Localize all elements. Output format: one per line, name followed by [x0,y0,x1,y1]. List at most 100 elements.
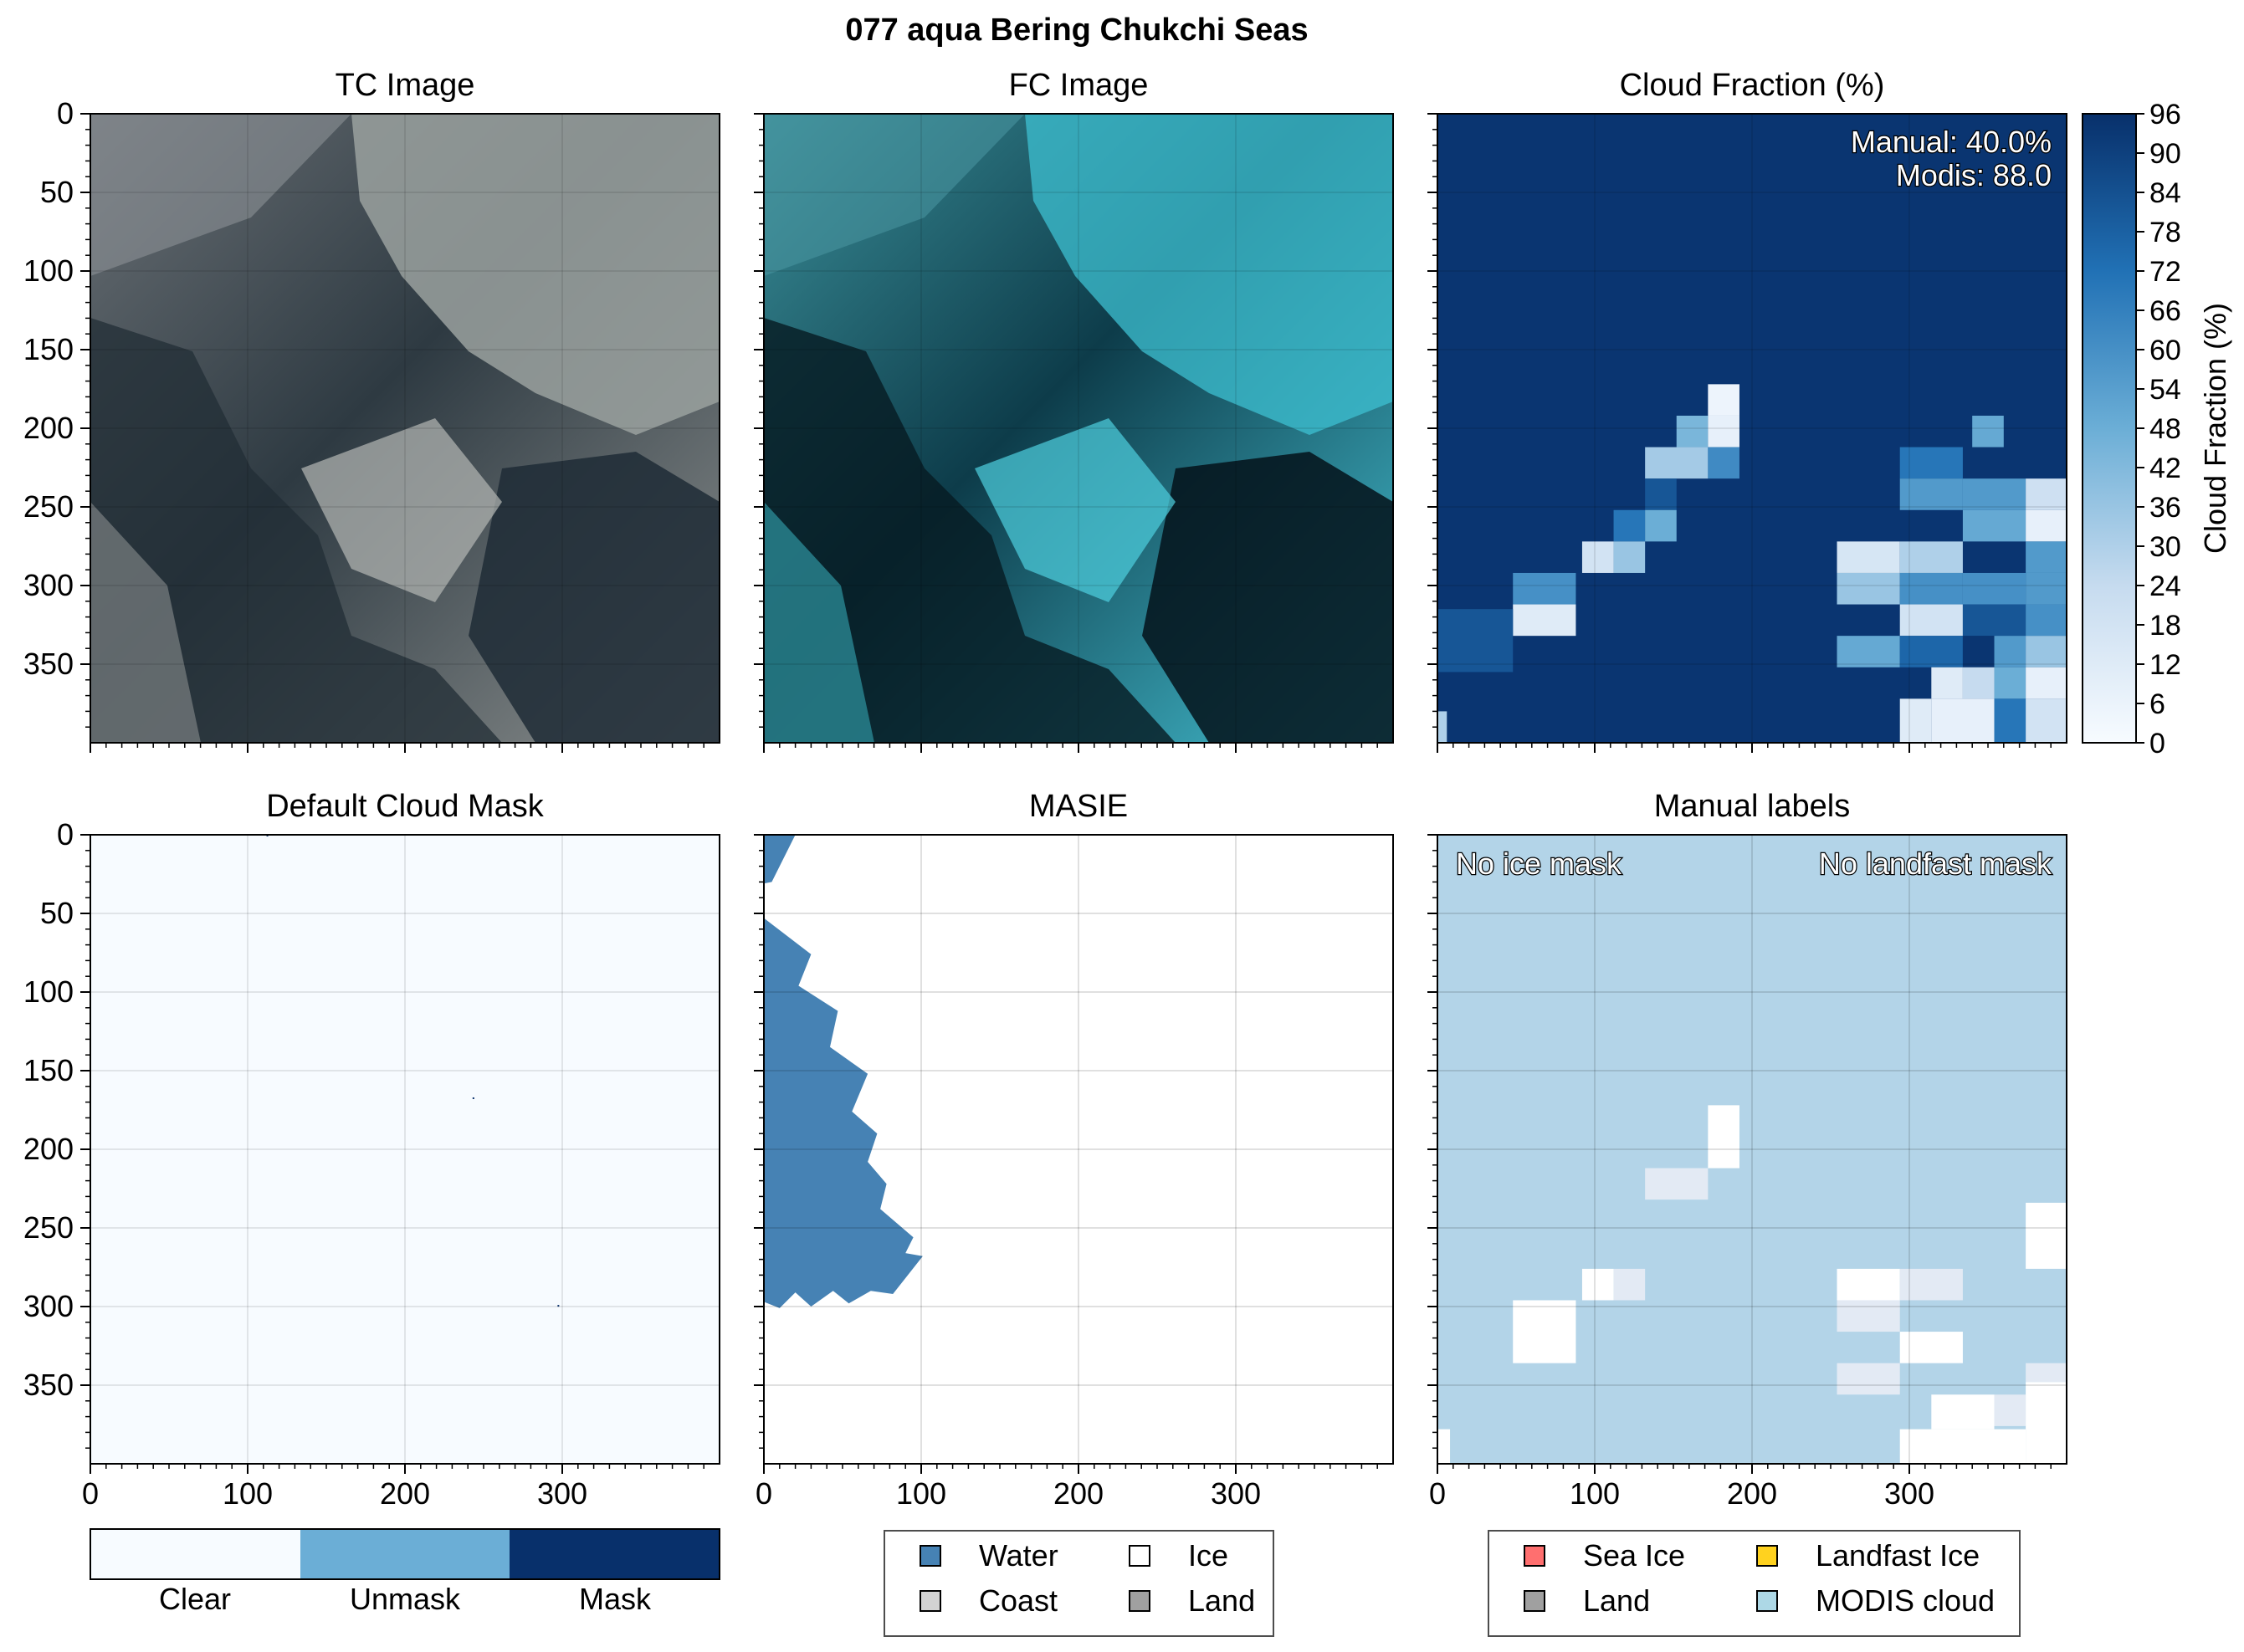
no-landfast-mask-note: No landfast mask [1819,846,2052,881]
manual-label-cell [2026,1382,2067,1464]
x-tick-label: 0 [1429,1476,1446,1511]
x-tick-label: 100 [1570,1476,1620,1511]
cloud-fraction-cell [1972,415,2004,448]
figure-title: 077 aqua Bering Chukchi Seas [845,13,1308,48]
x-tick-label: 200 [1053,1476,1104,1511]
clear-category-label: Clear [159,1582,231,1616]
x-tick-label: 100 [896,1476,946,1511]
cloud-fraction-cell [1899,604,1963,637]
water-legend-label: Water [979,1538,1058,1573]
x-tick-label: 300 [1884,1476,1934,1511]
tc-image [90,114,720,743]
colorbar-tick-label: 12 [2149,649,2181,681]
cloud-fraction-cell [1676,415,1709,448]
water-legend-swatch [920,1545,941,1567]
colorbar-tick-label: 54 [2149,374,2181,406]
cloud-fraction-cell [1899,447,1963,479]
manual-label-cell [1581,1268,1614,1301]
colorbar-tick-label: 0 [2149,728,2165,760]
colorbar-tick-label: 72 [2149,256,2181,288]
y-tick-label: 200 [23,411,74,445]
cloud-mask-category-bar [90,1528,720,1580]
manual-labels-panel-title: Manual labels [1654,789,1850,824]
y-tick-label: 300 [23,568,74,602]
masie-water-region [764,835,796,884]
y-tick-label: 300 [23,1289,74,1323]
colorbar-tick-label: 36 [2149,492,2181,524]
landfast-ice-legend-label: Landfast Ice [1816,1538,1980,1573]
y-tick-label: 0 [57,96,74,130]
cloud-fraction-cell [1437,711,1447,743]
coast-legend-label: Coast [979,1583,1058,1618]
cloud-fraction-cell [1899,636,1963,667]
y-tick-label: 150 [23,1053,74,1087]
cloud-fraction-cell [1837,541,1900,573]
cloud-fraction-panel-title: Cloud Fraction (%) [1620,68,1885,103]
masie-legend: Water Ice Coast Land [884,1530,1274,1637]
manual-label-cell [1613,1268,1646,1301]
manual-label-cell [2026,1202,2067,1269]
manual-labels-legend: Sea Ice Landfast Ice Land MODIS cloud [1488,1530,2021,1637]
x-tick-label: 100 [223,1476,273,1511]
cloud-mask-speck [557,1305,560,1307]
cloud-fraction-cell [1708,384,1739,416]
mask-category-swatch [510,1529,720,1579]
manual-cloud-fraction-annotation: Manual: 40.0% [1851,125,2052,159]
cloud-fraction-cell [1931,667,1963,699]
colorbar-tick-label: 60 [2149,335,2181,366]
masie-map [764,835,1393,1464]
cloud-fraction-cell [1994,698,2026,743]
manual-label-cell [1994,1394,2026,1426]
y-tick-label: 150 [23,332,74,366]
cloud-fraction-cell [1899,698,1932,743]
y-tick-label: 0 [57,817,74,852]
colorbar-tick-label: 84 [2149,177,2181,209]
masie-panel-title: MASIE [1029,789,1128,824]
cloud-fraction-cell [1645,509,1677,542]
cloud-fraction-cell [1962,667,1995,699]
y-tick-label: 100 [23,253,74,288]
modis-cloud-legend-label: MODIS cloud [1816,1583,1995,1618]
colorbar-tick-label: 30 [2149,531,2181,563]
cloud-fraction-cell [2026,698,2067,743]
landfast-ice-legend-swatch [1756,1545,1778,1567]
manual-label-cell [1708,1105,1739,1169]
cloud-fraction-cell [1645,478,1677,510]
cloud-fraction-cell [1962,478,2026,510]
clear-category-swatch [90,1529,300,1579]
ice-legend-swatch [1129,1545,1150,1567]
y-tick-label: 350 [23,1368,74,1402]
cloud-fraction-cell [1899,478,1963,510]
colorbar-tick-label: 42 [2149,453,2181,484]
cloud-fraction-cell [1962,604,2026,637]
cloud-fraction-cell [1708,447,1739,479]
y-tick-label: 200 [23,1132,74,1166]
manual-label-cell [1837,1300,1900,1332]
cloud-fraction-cell [1513,604,1576,637]
fc-panel-title: FC Image [1009,68,1149,103]
y-tick-label: 250 [23,1210,74,1245]
sea-ice-legend-swatch [1524,1545,1545,1567]
modis-cloud-legend-swatch [1756,1590,1778,1612]
manual-label-cell [1837,1268,1900,1301]
land-legend-swatch [1129,1590,1150,1612]
manual-label-cell [1899,1268,1963,1301]
x-tick-label: 200 [1727,1476,1777,1511]
cloud-fraction-cell [2026,636,2067,667]
mask-category-label: Mask [579,1582,652,1616]
colorbar-tick-label: 90 [2149,138,2181,170]
masie-water-region [764,918,923,1308]
unmask-category-label: Unmask [350,1582,461,1616]
manual-labels-map [1437,835,2067,1464]
x-tick-label: 0 [82,1476,99,1511]
cloud-fraction-cell [1613,541,1646,573]
cloud-fraction-cell [1962,509,2026,542]
cloud-fraction-cell [1931,698,1995,743]
cloud-fraction-heatmap [1437,114,2067,743]
colorbar-tick-label: 96 [2149,99,2181,130]
x-tick-label: 200 [380,1476,430,1511]
colorbar-tick-label: 6 [2149,688,2165,720]
x-tick-label: 300 [1211,1476,1261,1511]
